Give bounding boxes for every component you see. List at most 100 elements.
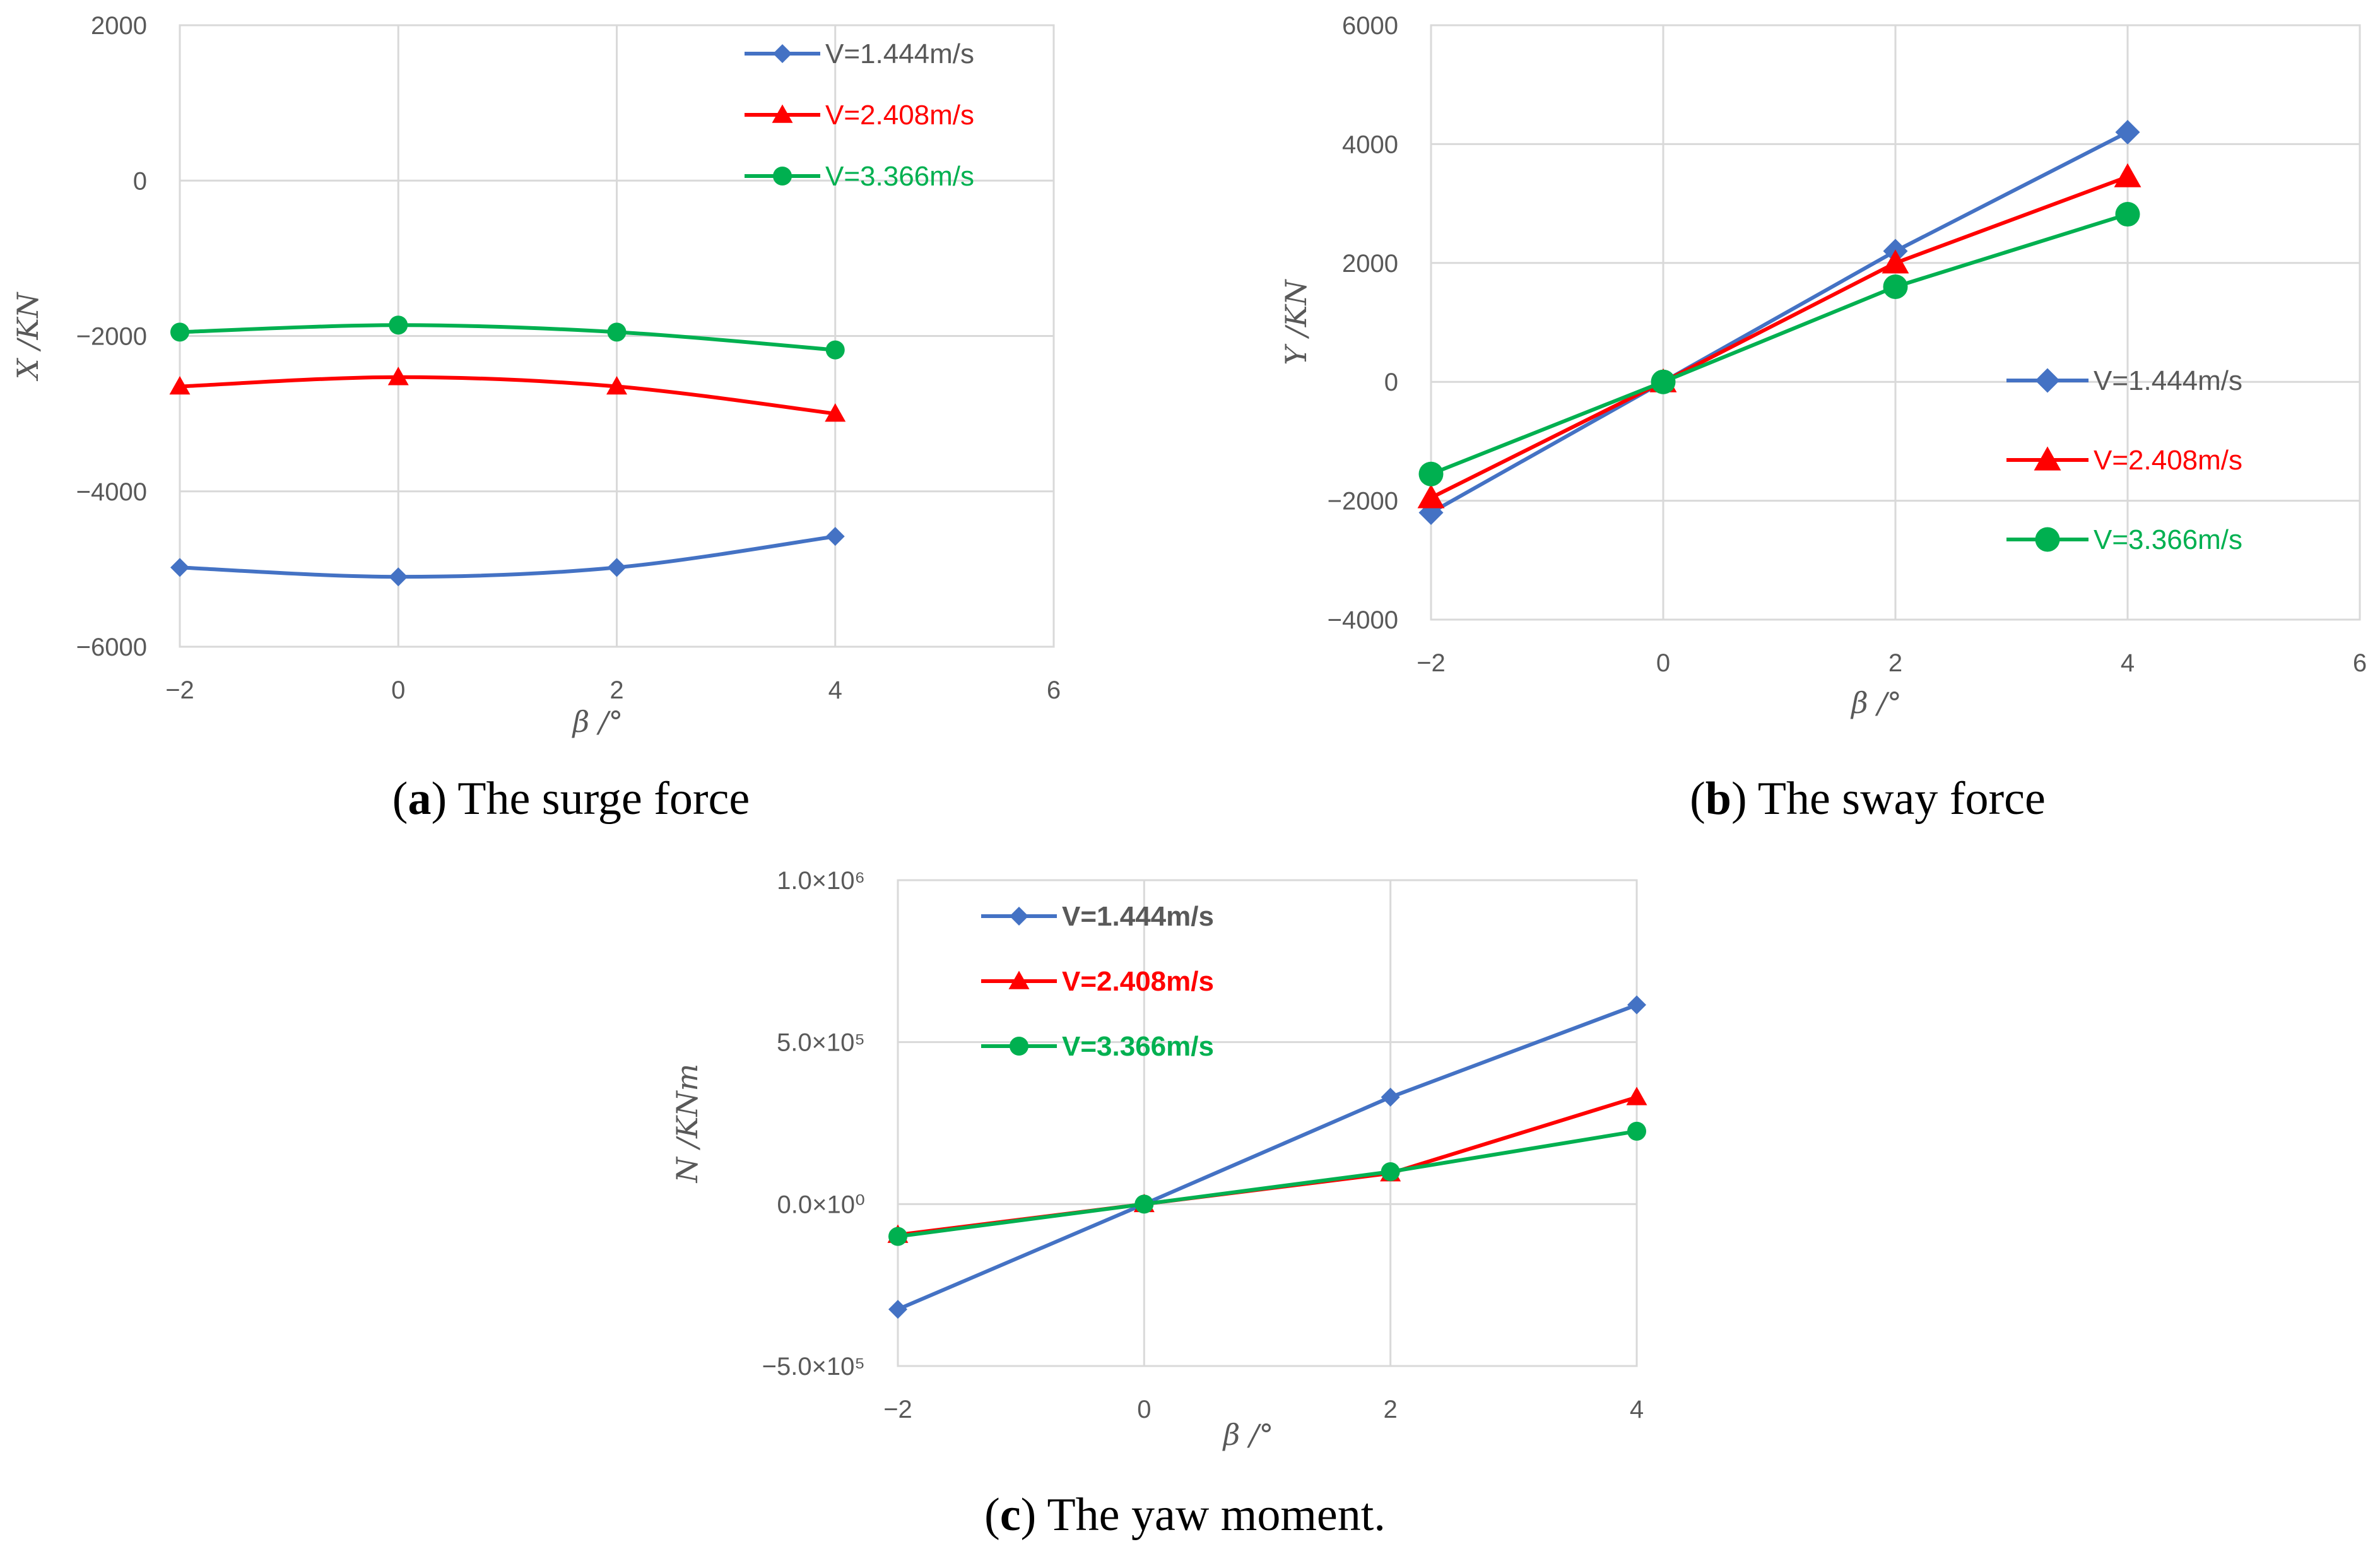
- legend-label: V=1.444m/s: [1062, 901, 1214, 932]
- legend-label: V=2.408m/s: [825, 100, 974, 131]
- y-tick-label: 1.0×10⁶: [777, 867, 865, 895]
- y-tick-label: 0.0×10⁰: [777, 1191, 866, 1218]
- legend-label: V=3.366m/s: [2094, 524, 2242, 555]
- legend-label: V=3.366m/s: [825, 161, 974, 192]
- data-point: [1626, 1087, 1647, 1105]
- y-tick-label: 4000: [1342, 131, 1398, 158]
- legend-label: V=1.444m/s: [825, 38, 974, 69]
- chart-c: −2 0 2 4 −5.0×10⁵ 0.0×10⁰ 5.0×10⁵ 1.0×10⁶ β /° N …: [670, 867, 1647, 1541]
- legend-marker: [2034, 446, 2061, 471]
- data-point: [170, 322, 189, 342]
- data-point: [1627, 1121, 1646, 1141]
- legend-item: V=3.366m/s: [2006, 524, 2242, 555]
- x-tick-label: 6: [1047, 676, 1061, 704]
- x-tick-label: 0: [1656, 649, 1670, 677]
- data-point: [1883, 274, 1908, 299]
- x-axis-label: β /°: [1222, 1418, 1274, 1452]
- legend-marker: [1010, 907, 1028, 926]
- y-tick-label: −5.0×10⁵: [762, 1353, 865, 1381]
- data-point: [1651, 369, 1676, 394]
- y-tick-label: 0: [1384, 368, 1398, 396]
- x-tick-label: 2: [1888, 649, 1902, 677]
- legend-label: V=1.444m/s: [2094, 365, 2242, 396]
- series-line: [1430, 130, 2129, 515]
- series-line: [1430, 175, 2129, 500]
- data-point: [2114, 163, 2141, 187]
- chart-b: −2 0 2 4 6 −4000 −2000 0 2000 4000 6000 β /° Y /KN V=…: [1279, 12, 2367, 825]
- x-axis-label: β /°: [1850, 686, 1902, 720]
- y-tick-label: 0: [133, 167, 147, 195]
- x-tick-label: 4: [828, 676, 842, 704]
- series-1: [170, 527, 845, 587]
- series-3: [888, 1121, 1646, 1246]
- data-point: [389, 567, 408, 587]
- data-point: [1381, 1087, 1400, 1107]
- x-tick-label: −2: [165, 676, 194, 704]
- data-point: [389, 315, 408, 335]
- legend-item: V=2.408m/s: [981, 966, 1214, 997]
- series-line: [897, 1003, 1638, 1311]
- plot-area: [897, 879, 1638, 1367]
- legend-item: V=2.408m/s: [2006, 445, 2242, 476]
- legend-item: V=3.366m/s: [981, 1031, 1214, 1062]
- legend-label: V=2.408m/s: [1062, 966, 1214, 997]
- chart-caption: (b) The sway force: [1690, 773, 2046, 825]
- data-point: [825, 527, 845, 546]
- legend-item: V=1.444m/s: [2006, 365, 2242, 396]
- legend-label: V=2.408m/s: [2094, 445, 2242, 476]
- legend-marker: [772, 104, 793, 123]
- x-tick-label: 0: [1137, 1396, 1151, 1423]
- series-line: [897, 1129, 1637, 1239]
- y-tick-label: 6000: [1342, 12, 1398, 40]
- legend-item: V=1.444m/s: [745, 38, 974, 69]
- series-line: [179, 375, 836, 416]
- data-point: [888, 1300, 907, 1319]
- legend-item: V=2.408m/s: [745, 100, 974, 131]
- chart-caption: (c) The yaw moment.: [984, 1489, 1386, 1541]
- legend-item: V=1.444m/s: [981, 901, 1214, 932]
- x-tick-label: 2: [1384, 1396, 1398, 1423]
- data-point: [169, 376, 191, 395]
- data-point: [1627, 995, 1646, 1015]
- y-tick-label: −2000: [1328, 488, 1398, 515]
- x-tick-label: 0: [391, 676, 405, 704]
- legend-marker: [1010, 1037, 1028, 1056]
- data-point: [606, 376, 627, 395]
- x-tick-label: 4: [1630, 1396, 1644, 1423]
- x-axis-label: β /°: [572, 705, 623, 739]
- data-point: [2115, 120, 2140, 145]
- series-3: [1418, 202, 2140, 486]
- legend-marker: [2035, 368, 2060, 393]
- series-line: [179, 534, 836, 579]
- y-tick-label: 2000: [1342, 250, 1398, 278]
- chart-a: −2 0 2 4 6 −6000 −4000 −2000 0 2000 β /° X /KN V=1.4…: [11, 12, 1061, 825]
- y-axis-label: N /KNm: [670, 1064, 704, 1184]
- data-point: [607, 558, 627, 577]
- legend-label: V=3.366m/s: [1062, 1031, 1214, 1062]
- x-tick-label: 2: [610, 676, 623, 704]
- data-point: [825, 403, 846, 422]
- series-3: [170, 315, 845, 360]
- y-axis-label: X /KN: [11, 292, 45, 381]
- legend-marker: [773, 44, 792, 63]
- y-tick-label: −6000: [76, 633, 147, 661]
- series-2: [887, 1087, 1647, 1243]
- legend-marker: [2035, 527, 2060, 552]
- series-2: [169, 367, 846, 422]
- series-1: [888, 995, 1646, 1319]
- data-point: [607, 322, 627, 342]
- chart-caption: (a) The surge force: [392, 773, 750, 825]
- x-tick-label: 6: [2353, 649, 2367, 677]
- data-point: [888, 1227, 907, 1246]
- y-tick-label: −4000: [1328, 606, 1398, 634]
- y-tick-label: 5.0×10⁵: [777, 1029, 865, 1057]
- data-point: [1381, 1162, 1400, 1181]
- x-tick-label: −2: [883, 1396, 912, 1423]
- data-point: [1134, 1194, 1154, 1214]
- legend-item: V=3.366m/s: [745, 161, 974, 192]
- data-point: [825, 340, 845, 360]
- y-axis-label: Y /KN: [1279, 279, 1313, 365]
- series-line: [897, 1095, 1637, 1237]
- y-tick-label: −2000: [76, 323, 147, 351]
